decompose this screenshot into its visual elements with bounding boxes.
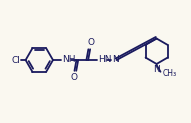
Text: CH₃: CH₃ <box>163 69 176 78</box>
Text: Cl: Cl <box>11 55 20 65</box>
Text: O: O <box>70 73 78 82</box>
Text: O: O <box>87 38 94 47</box>
Text: HN: HN <box>98 55 111 64</box>
Text: NH: NH <box>62 55 75 64</box>
Text: N: N <box>153 65 160 74</box>
Text: N: N <box>112 55 118 64</box>
